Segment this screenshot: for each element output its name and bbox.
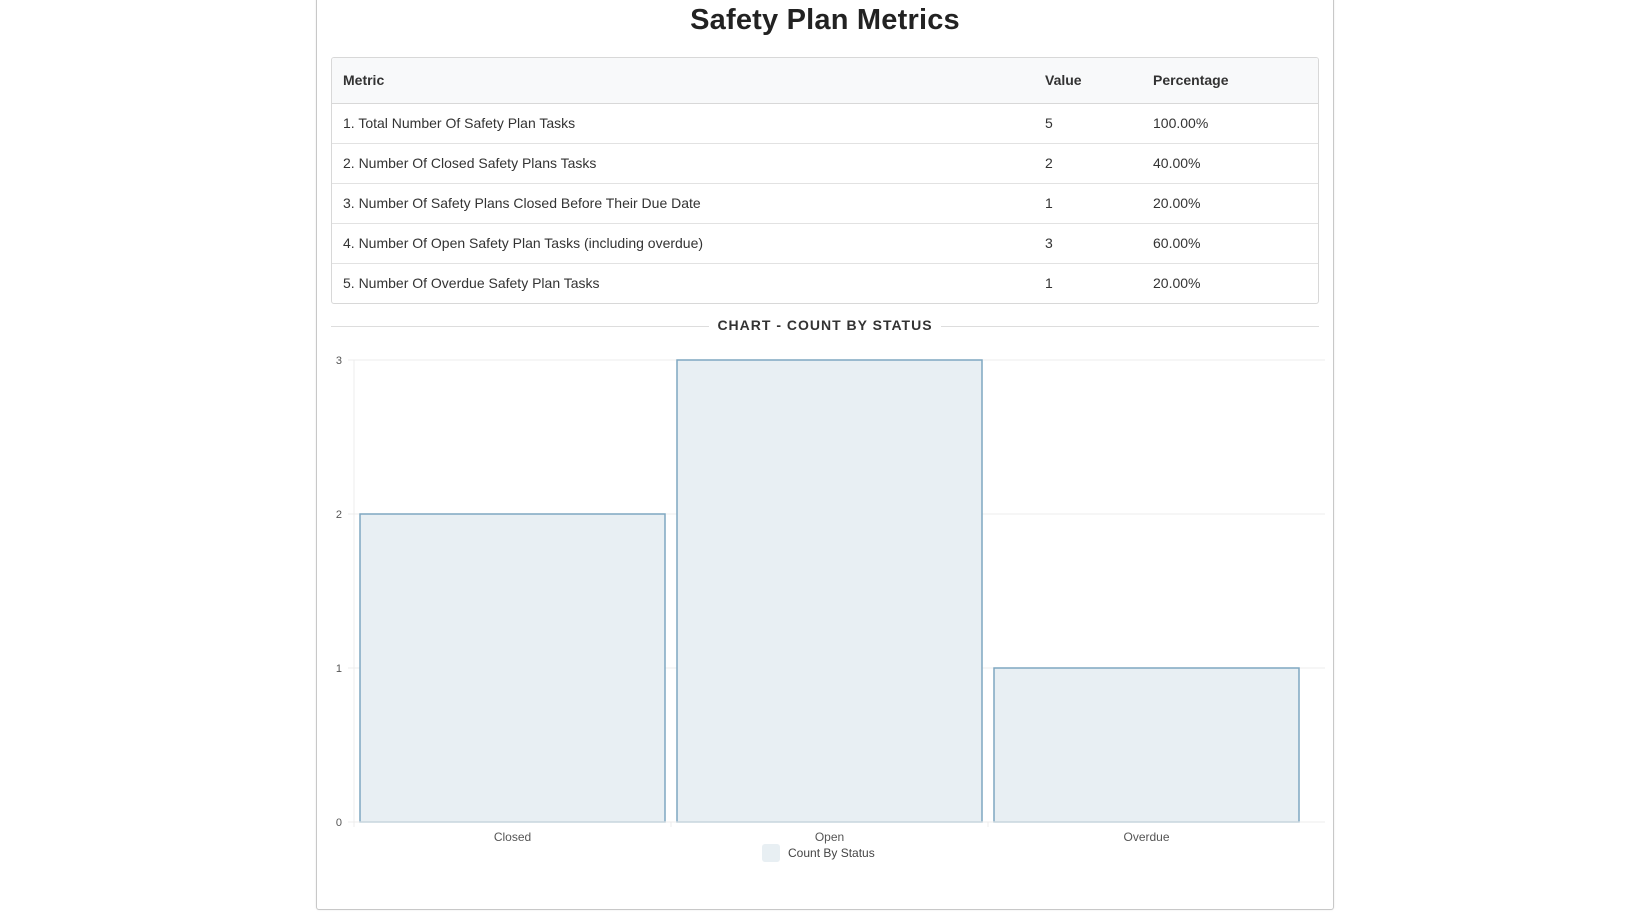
y-tick-label: 2 [336,509,342,521]
bar-closed [359,513,666,823]
legend-label: Count By Status [788,846,875,860]
percentage-cell: 20.00% [1142,182,1318,223]
metric-cell: 2. Number Of Closed Safety Plans Tasks [332,142,1034,183]
divider-line-right [941,326,1319,327]
table-row: 2. Number Of Closed Safety Plans Tasks 2… [332,142,1318,183]
bar-open [676,359,983,823]
percentage-cell: 20.00% [1142,262,1318,303]
y-tick-label: 0 [336,817,342,829]
metrics-panel: Safety Plan Metrics Metric Value Percent… [316,0,1334,910]
table-row: 3. Number Of Safety Plans Closed Before … [332,182,1318,223]
column-header-percentage[interactable]: Percentage [1142,58,1318,104]
metric-cell: 4. Number Of Open Safety Plan Tasks (inc… [332,222,1034,263]
bar-overdue [993,667,1300,823]
y-tick-label: 1 [336,663,342,675]
percentage-cell: 60.00% [1142,222,1318,263]
chart-section-heading: CHART - COUNT BY STATUS [717,317,933,333]
y-tick-label: 3 [336,355,342,367]
column-header-metric[interactable]: Metric [332,58,1034,104]
value-cell: 2 [1034,142,1142,183]
chart-container: 0 1 2 3 Closed Open Overdue Count By Status [317,342,1335,882]
column-header-value[interactable]: Value [1034,58,1142,104]
metric-cell: 3. Number Of Safety Plans Closed Before … [332,182,1034,223]
chart-section-divider: CHART - COUNT BY STATUS [331,316,1319,336]
count-by-status-chart: 0 1 2 3 Closed Open Overdue Count By Status [336,355,1325,862]
metric-cell: 5. Number Of Overdue Safety Plan Tasks [332,262,1034,303]
divider-line-left [331,326,709,327]
table-header-row: Metric Value Percentage [332,58,1318,104]
value-cell: 3 [1034,222,1142,263]
table-row: 5. Number Of Overdue Safety Plan Tasks 1… [332,262,1318,303]
metric-cell: 1. Total Number Of Safety Plan Tasks [343,115,576,131]
metrics-table-container: Metric Value Percentage 1. Total Number … [331,57,1319,304]
metrics-table: Metric Value Percentage 1. Total Number … [332,58,1318,303]
x-tick-label: Closed [494,830,531,844]
percentage-cell: 100.00% [1153,115,1209,131]
legend-swatch [762,844,780,862]
table-row: 1. Total Number Of Safety Plan Tasks 5 1… [332,103,1318,143]
table-row: 4. Number Of Open Safety Plan Tasks (inc… [332,222,1318,263]
x-tick-label: Open [815,830,844,844]
page-title: Safety Plan Metrics [690,4,960,36]
value-cell: 1 [1034,262,1142,303]
percentage-cell: 40.00% [1142,142,1318,183]
value-cell: 5 [1045,115,1053,131]
x-tick-label: Overdue [1123,830,1169,844]
value-cell: 1 [1034,182,1142,223]
